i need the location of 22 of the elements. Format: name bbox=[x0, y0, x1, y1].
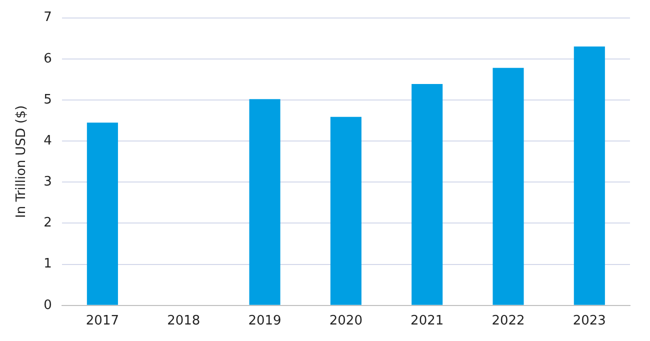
y-tick-label: 0 bbox=[44, 298, 52, 313]
bar bbox=[574, 46, 605, 305]
x-tick-label: 2018 bbox=[167, 314, 200, 329]
bar bbox=[412, 84, 443, 305]
y-axis-title: In Trillion USD ($) bbox=[14, 105, 30, 218]
y-tick-label: 4 bbox=[44, 133, 52, 148]
y-tick-label: 7 bbox=[44, 10, 52, 26]
x-tick-label: 2023 bbox=[572, 314, 606, 329]
x-tick-label: 2019 bbox=[248, 314, 282, 329]
y-tick-label: 2 bbox=[44, 216, 52, 231]
x-tick-label: 2020 bbox=[329, 314, 362, 329]
y-tick-label: 5 bbox=[44, 92, 52, 108]
x-tick-label: 2017 bbox=[86, 314, 119, 329]
y-tick-label: 3 bbox=[44, 174, 52, 190]
y-tick-label: 1 bbox=[44, 256, 52, 272]
x-tick-label: 2022 bbox=[492, 314, 525, 329]
x-tick-label: 2021 bbox=[410, 314, 444, 329]
bar bbox=[249, 99, 280, 305]
bar bbox=[330, 116, 362, 305]
y-tick-label: 6 bbox=[44, 51, 52, 66]
bar bbox=[86, 122, 118, 305]
bar bbox=[492, 68, 524, 305]
